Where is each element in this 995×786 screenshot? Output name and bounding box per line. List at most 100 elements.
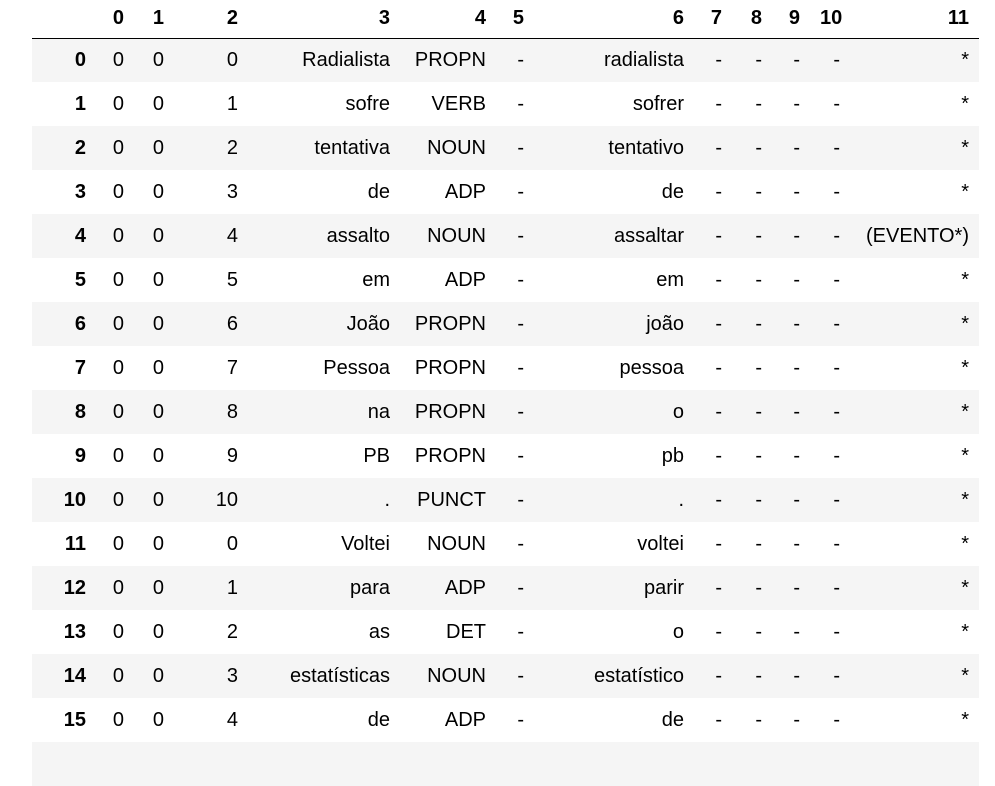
table-cell: 0 bbox=[152, 576, 164, 599]
table-cell: - bbox=[715, 268, 722, 291]
table-cell: - bbox=[715, 664, 722, 687]
table-cell: 0 bbox=[152, 312, 164, 335]
row-index: 4 bbox=[74, 224, 86, 247]
table-cell bbox=[96, 742, 134, 786]
table-cell: PB bbox=[363, 444, 390, 467]
table-cell: * bbox=[961, 356, 969, 379]
table-cell: * bbox=[961, 400, 969, 423]
table-cell: NOUN bbox=[427, 224, 486, 247]
table-cell: PROPN bbox=[414, 356, 486, 379]
row-index: 2 bbox=[74, 136, 86, 159]
table-cell: - bbox=[715, 620, 722, 643]
row-index: 5 bbox=[74, 268, 86, 291]
table-cell: - bbox=[833, 268, 840, 291]
table-cell: - bbox=[833, 400, 840, 423]
table-cell: 2 bbox=[226, 136, 238, 159]
table-cell: PROPN bbox=[414, 48, 486, 71]
table-cell: * bbox=[961, 268, 969, 291]
table-cell: - bbox=[715, 488, 722, 511]
table-cell: 0 bbox=[112, 444, 124, 467]
table-cell: parir bbox=[643, 576, 684, 599]
table-cell: - bbox=[517, 664, 524, 687]
table-cell: ADP bbox=[444, 576, 486, 599]
table-cell: * bbox=[961, 576, 969, 599]
table-cell: Radialista bbox=[302, 48, 390, 71]
table-cell bbox=[732, 742, 772, 786]
column-header: 5 bbox=[496, 0, 534, 39]
table-cell: - bbox=[793, 664, 800, 687]
table-cell bbox=[772, 742, 810, 786]
table-cell: - bbox=[517, 488, 524, 511]
table-cell: - bbox=[517, 708, 524, 731]
table-cell: - bbox=[517, 356, 524, 379]
table-cell: - bbox=[793, 268, 800, 291]
table-cell: 0 bbox=[152, 48, 164, 71]
row-index: 7 bbox=[74, 356, 86, 379]
table-cell: pessoa bbox=[619, 356, 685, 379]
table-cell bbox=[496, 742, 534, 786]
table-row: 4 0 0 4 assalto NOUN - assaltar - - - - (EVENTO*) bbox=[32, 214, 979, 258]
table-cell: - bbox=[755, 488, 762, 511]
table-cell: 0 bbox=[152, 356, 164, 379]
table-cell: - bbox=[793, 48, 800, 71]
table-cell: na bbox=[367, 400, 390, 423]
table-cell: - bbox=[715, 356, 722, 379]
table-cell: 0 bbox=[112, 92, 124, 115]
column-header: 2 bbox=[174, 0, 248, 39]
table-cell: 0 bbox=[152, 400, 164, 423]
table-row: 14 0 0 3 estatísticas NOUN - estatístico - - - - * bbox=[32, 654, 979, 698]
table-cell: - bbox=[517, 180, 524, 203]
table-cell bbox=[534, 742, 694, 786]
table-cell: * bbox=[961, 664, 969, 687]
table-cell: - bbox=[833, 48, 840, 71]
table-cell: sofrer bbox=[632, 92, 684, 115]
table-cell: 0 bbox=[112, 532, 124, 555]
table-cell: - bbox=[755, 312, 762, 335]
table-cell: 4 bbox=[226, 708, 238, 731]
table-cell: - bbox=[833, 224, 840, 247]
table-cell: 0 bbox=[112, 356, 124, 379]
table-cell: * bbox=[961, 708, 969, 731]
table-cell: 3 bbox=[226, 180, 238, 203]
column-header: 3 bbox=[248, 0, 400, 39]
column-header: 0 bbox=[96, 0, 134, 39]
table-cell: assalto bbox=[326, 224, 390, 247]
table-cell: 0 bbox=[112, 488, 124, 511]
table-cell: 0 bbox=[152, 136, 164, 159]
header-row: 0 1 2 3 4 5 6 7 8 9 10 11 bbox=[32, 0, 979, 39]
row-index: 3 bbox=[74, 180, 86, 203]
table-cell: - bbox=[517, 268, 524, 291]
table-cell: PROPN bbox=[414, 400, 486, 423]
table-cell: - bbox=[755, 48, 762, 71]
table-cell: ADP bbox=[444, 268, 486, 291]
table-cell: - bbox=[833, 708, 840, 731]
table-cell: - bbox=[517, 48, 524, 71]
table-row: 12 0 0 1 para ADP - parir - - - - * bbox=[32, 566, 979, 610]
column-header: 8 bbox=[732, 0, 772, 39]
table-cell: de bbox=[661, 180, 684, 203]
column-header: 10 bbox=[810, 0, 850, 39]
table-cell: tentativo bbox=[608, 136, 684, 159]
table-cell: 0 bbox=[152, 224, 164, 247]
table-cell: - bbox=[793, 92, 800, 115]
table-row: 6 0 0 6 João PROPN - joão - - - - * bbox=[32, 302, 979, 346]
row-index: 15 bbox=[63, 708, 86, 731]
table-cell: 8 bbox=[226, 400, 238, 423]
table-cell: 0 bbox=[112, 620, 124, 643]
table-cell: - bbox=[715, 48, 722, 71]
table-cell: 1 bbox=[226, 576, 238, 599]
table-cell: as bbox=[368, 620, 390, 643]
table-cell: - bbox=[793, 312, 800, 335]
table-cell: - bbox=[715, 136, 722, 159]
table-cell: joão bbox=[646, 312, 684, 335]
table-cell: 7 bbox=[226, 356, 238, 379]
table-cell: em bbox=[362, 268, 390, 291]
table-cell: - bbox=[833, 136, 840, 159]
table-cell: * bbox=[961, 48, 969, 71]
table-cell: - bbox=[793, 620, 800, 643]
table-cell: NOUN bbox=[427, 532, 486, 555]
table-cell: 0 bbox=[112, 708, 124, 731]
table-row: 1 0 0 1 sofre VERB - sofrer - - - - * bbox=[32, 82, 979, 126]
table-cell: 0 bbox=[112, 312, 124, 335]
table-cell: - bbox=[793, 180, 800, 203]
